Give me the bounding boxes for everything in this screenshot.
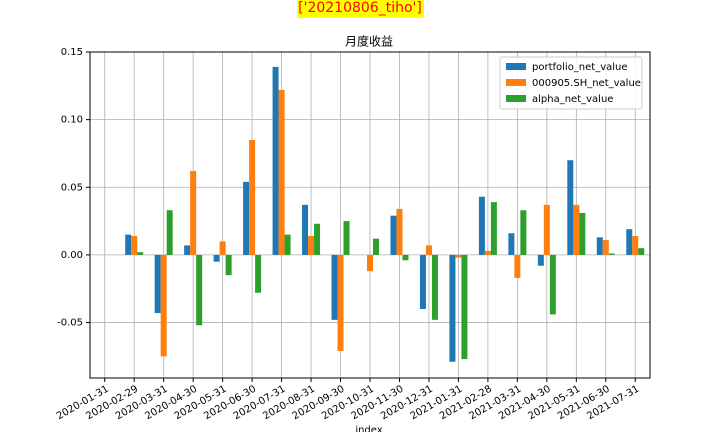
bar — [543, 204, 550, 255]
bar — [455, 254, 462, 258]
bar — [125, 234, 132, 255]
plot-frame — [89, 51, 651, 379]
bar — [549, 254, 556, 315]
bar — [331, 254, 338, 320]
bar — [478, 196, 485, 255]
bar — [249, 139, 256, 255]
bar — [219, 241, 226, 255]
bar — [184, 245, 191, 255]
bar — [255, 254, 262, 293]
bar — [402, 254, 409, 261]
bar — [160, 254, 167, 357]
bar — [302, 204, 309, 255]
bar — [367, 254, 373, 272]
bar — [196, 254, 203, 326]
bar — [508, 233, 515, 255]
bar — [272, 66, 279, 255]
bar — [343, 221, 350, 255]
bar — [213, 254, 220, 262]
bar — [137, 252, 144, 255]
legend-swatch — [506, 95, 526, 102]
legend-swatch — [506, 63, 526, 70]
bar — [278, 89, 285, 255]
bar — [626, 229, 633, 255]
chart-title: 月度收益 — [345, 34, 393, 49]
y-tick-label: 0.05 — [61, 182, 83, 193]
y-tick-label: 0.15 — [61, 47, 83, 58]
bar — [579, 212, 586, 255]
bar — [373, 238, 379, 255]
bar — [596, 237, 603, 255]
legend-box — [499, 56, 643, 110]
bar — [284, 234, 291, 255]
legend-label: portfolio_net_value — [532, 62, 628, 73]
bar — [154, 254, 161, 314]
bar — [396, 208, 403, 255]
bar — [537, 254, 544, 266]
bar — [573, 204, 580, 255]
bar — [337, 254, 344, 351]
bar — [314, 223, 321, 255]
y-tick-label: -0.05 — [57, 318, 83, 329]
bar — [520, 210, 527, 255]
bar — [608, 253, 615, 255]
bar — [243, 181, 250, 255]
bar — [390, 215, 397, 255]
legend-label: alpha_net_value — [532, 94, 613, 105]
y-tick-label: 0.00 — [61, 250, 83, 261]
bar — [632, 235, 639, 255]
bar — [461, 254, 468, 360]
bar — [131, 235, 138, 255]
bar — [419, 254, 426, 310]
suptitle: ['20210806_tiho'] — [298, 0, 422, 16]
bar — [514, 254, 521, 278]
bar — [190, 171, 197, 255]
bar — [166, 210, 173, 255]
bar — [490, 202, 497, 255]
y-tick-label: 0.10 — [61, 115, 83, 126]
bar — [308, 235, 315, 255]
bar — [425, 245, 432, 255]
bar — [602, 240, 609, 255]
legend-swatch — [506, 79, 526, 86]
bar — [484, 250, 491, 255]
bar — [449, 254, 456, 362]
x-axis-label: index — [355, 425, 382, 432]
bar — [431, 254, 438, 320]
bar — [567, 160, 574, 255]
suptitle-bg — [297, 0, 424, 18]
legend-label: 000905.SH_net_value — [532, 78, 641, 89]
bar — [225, 254, 232, 276]
bar — [638, 248, 645, 255]
